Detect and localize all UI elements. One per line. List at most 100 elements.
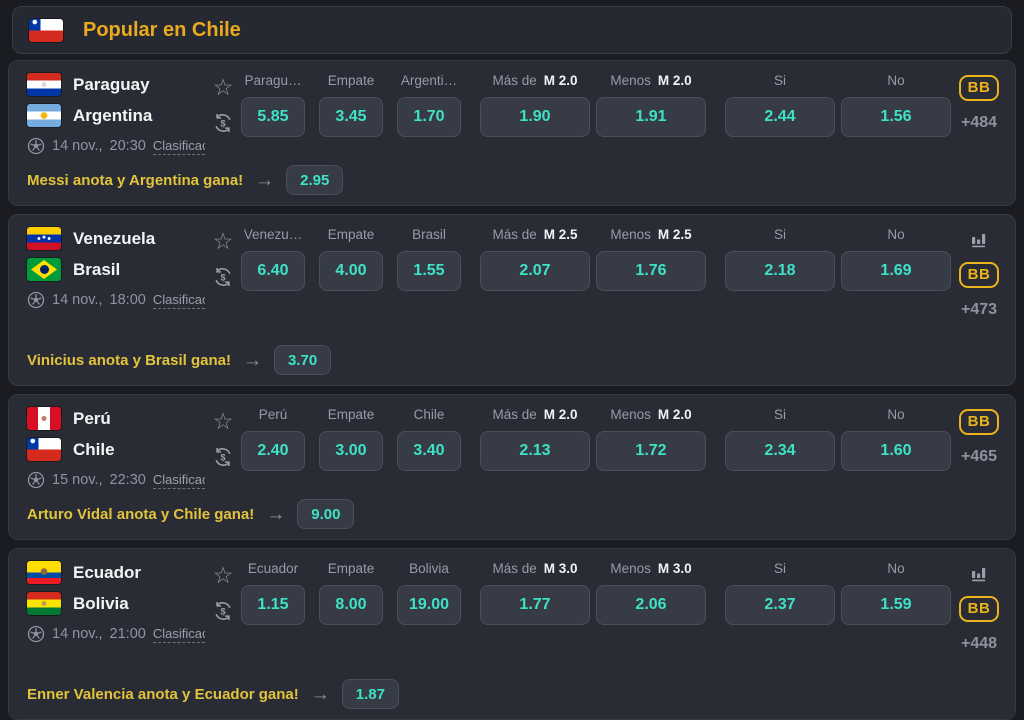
more-markets-count[interactable]: +448: [960, 635, 998, 652]
odds-button-home[interactable]: 6.40: [241, 251, 305, 291]
odds-button-under[interactable]: 1.72: [596, 431, 706, 471]
promo-odds-button[interactable]: 3.70: [273, 345, 332, 375]
match-info[interactable]: Perú Chile 15 nov., 22:30 Clasificación: [27, 407, 205, 489]
odds-boost-icon[interactable]: $: [212, 446, 234, 468]
home-team-row: Perú: [27, 407, 205, 430]
odds-button-no[interactable]: 1.59: [841, 585, 951, 625]
favorite-star-icon[interactable]: ☆: [212, 74, 234, 100]
bolivia-flag-icon: [27, 592, 61, 615]
match-info[interactable]: Paraguay Argentina 14 nov., 20:30 Clasif…: [27, 73, 205, 155]
odds-boost-icon[interactable]: $: [212, 112, 234, 134]
tournament-label[interactable]: Clasificación: [152, 138, 205, 155]
odds-button-away[interactable]: 1.55: [397, 251, 461, 291]
soccer-ball-icon: [27, 291, 45, 309]
odds-button-no[interactable]: 1.56: [841, 97, 951, 137]
odds-button-yes[interactable]: 2.44: [725, 97, 835, 137]
odds-column: Empate 3.00: [319, 407, 383, 471]
bet-builder-logo[interactable]: BB: [958, 596, 1000, 622]
odds-button-over[interactable]: 1.77: [480, 585, 590, 625]
arrow-right-icon: →: [255, 169, 275, 191]
odds-button-draw[interactable]: 8.00: [319, 585, 383, 625]
match-info[interactable]: Ecuador Bolivia 14 nov., 21:00 Clasifica…: [27, 561, 205, 643]
odds-button-over[interactable]: 2.07: [480, 251, 590, 291]
favorite-star-icon[interactable]: ☆: [212, 408, 234, 434]
more-markets-count[interactable]: +473: [960, 301, 998, 318]
favorite-star-icon[interactable]: ☆: [212, 228, 234, 254]
odds-button-yes[interactable]: 2.34: [725, 431, 835, 471]
odds-button-away[interactable]: 1.70: [397, 97, 461, 137]
tournament-label[interactable]: Clasificación: [152, 626, 205, 643]
match-card-venezuela-brasil: Venezuela Brasil 14 nov., 18:00 Clasific…: [8, 214, 1016, 386]
promo-text: Arturo Vidal anota y Chile gana!: [27, 505, 255, 523]
market-label: Empate: [327, 227, 375, 242]
home-team-row: Ecuador: [27, 561, 205, 584]
odds-button-yes[interactable]: 2.37: [725, 585, 835, 625]
market-label: Menos M 2.5: [610, 227, 692, 242]
away-team-row: Chile: [27, 438, 205, 461]
more-markets-count[interactable]: +484: [960, 114, 998, 131]
odds-boost-icon[interactable]: $: [212, 266, 234, 288]
promo-row: Enner Valencia anota y Ecuador gana! → 1…: [27, 679, 999, 709]
odds-boost-icon[interactable]: $: [212, 600, 234, 622]
odds-column: Si 2.34: [725, 407, 835, 471]
promo-odds-button[interactable]: 1.87: [341, 679, 399, 709]
market-label: Menos M 3.0: [610, 561, 692, 576]
more-markets-count[interactable]: +465: [960, 448, 998, 465]
tournament-label[interactable]: Clasificación: [152, 292, 205, 309]
market-both-score: Si 2.18 No 1.69: [725, 227, 951, 291]
odds-button-over[interactable]: 2.13: [480, 431, 590, 471]
market-label: Si: [773, 407, 786, 422]
odds-column: No 1.56: [841, 73, 951, 137]
odds-button-yes[interactable]: 2.18: [725, 251, 835, 291]
market-label: Empate: [327, 561, 375, 576]
odds-button-home[interactable]: 5.85: [241, 97, 305, 137]
promo-text: Enner Valencia anota y Ecuador gana!: [27, 685, 299, 703]
promo-odds-button[interactable]: 2.95: [286, 165, 344, 195]
odds-button-under[interactable]: 1.76: [596, 251, 706, 291]
card-right-column: BB +473: [951, 227, 1007, 319]
odds-button-away[interactable]: 19.00: [397, 585, 461, 625]
market-label: Brasil: [412, 227, 446, 242]
market-label: Bolivia: [409, 561, 449, 576]
odds-column: Perú 2.40: [241, 407, 305, 471]
odds-button-draw[interactable]: 3.45: [319, 97, 383, 137]
market-totals: Más de M 2.0 2.13 Menos M 2.0 1.72: [480, 407, 706, 471]
svg-text:$: $: [220, 272, 225, 282]
odds-column: Ecuador 1.15: [241, 561, 305, 625]
market-1x2: Venezu… 6.40 Empate 4.00 Brasil 1.55: [241, 227, 461, 291]
odds-button-draw[interactable]: 3.00: [319, 431, 383, 471]
odds-button-away[interactable]: 3.40: [397, 431, 461, 471]
odds-column: Empate 4.00: [319, 227, 383, 291]
paraguay-flag-icon: [27, 73, 61, 96]
odds-area: Ecuador 1.15 Empate 8.00 Bolivia 19.00 M…: [241, 561, 951, 625]
favorite-column: ☆ $: [205, 407, 241, 468]
odds-button-over[interactable]: 1.90: [480, 97, 590, 137]
card-right-column: BB +448: [951, 561, 1007, 653]
odds-button-home[interactable]: 2.40: [241, 431, 305, 471]
promo-odds-button[interactable]: 9.00: [297, 499, 355, 529]
odds-button-home[interactable]: 1.15: [241, 585, 305, 625]
away-team-name: Argentina: [73, 105, 153, 125]
bet-builder-logo[interactable]: BB: [958, 75, 1000, 101]
odds-area: Venezu… 6.40 Empate 4.00 Brasil 1.55 Más…: [241, 227, 951, 291]
tournament-label[interactable]: Clasificación: [152, 472, 205, 489]
market-label: Perú: [258, 407, 288, 422]
match-date: 14 nov.,: [52, 626, 103, 642]
odds-button-no[interactable]: 1.60: [841, 431, 951, 471]
odds-column: Paragu… 5.85: [241, 73, 305, 137]
odds-button-under[interactable]: 1.91: [596, 97, 706, 137]
chile-flag-icon: [27, 438, 61, 461]
bet-builder-logo[interactable]: BB: [958, 262, 1000, 288]
odds-button-under[interactable]: 2.06: [596, 585, 706, 625]
odds-button-no[interactable]: 1.69: [841, 251, 951, 291]
match-info[interactable]: Venezuela Brasil 14 nov., 18:00 Clasific…: [27, 227, 205, 309]
stats-chart-icon[interactable]: [969, 563, 989, 583]
market-totals: Más de M 2.5 2.07 Menos M 2.5 1.76: [480, 227, 706, 291]
favorite-star-icon[interactable]: ☆: [212, 562, 234, 588]
stats-chart-icon[interactable]: [969, 229, 989, 249]
match-card-peru-chile: Perú Chile 15 nov., 22:30 Clasificación …: [8, 394, 1016, 540]
market-label: Paragu…: [244, 73, 302, 88]
bet-builder-logo[interactable]: BB: [958, 409, 1000, 435]
odds-column: Más de M 2.0 1.90: [480, 73, 590, 137]
odds-button-draw[interactable]: 4.00: [319, 251, 383, 291]
